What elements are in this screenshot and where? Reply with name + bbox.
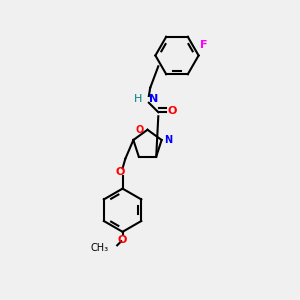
Text: O: O <box>118 235 127 245</box>
Text: F: F <box>200 40 208 50</box>
Text: H: H <box>134 94 142 104</box>
Text: O: O <box>115 167 124 177</box>
Text: O: O <box>135 125 143 135</box>
Text: CH₃: CH₃ <box>91 243 109 253</box>
Text: O: O <box>168 106 177 116</box>
Text: N: N <box>164 135 172 145</box>
Text: N: N <box>149 94 158 104</box>
